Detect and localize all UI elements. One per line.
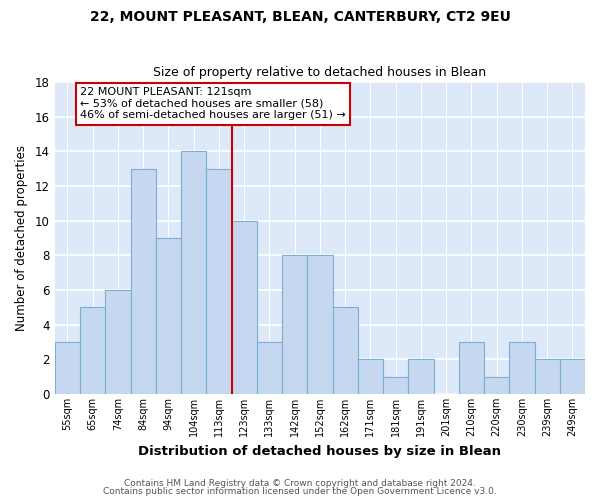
Bar	[282, 256, 307, 394]
Bar	[131, 168, 156, 394]
Bar	[383, 376, 408, 394]
Bar	[560, 360, 585, 394]
Bar	[459, 342, 484, 394]
X-axis label: Distribution of detached houses by size in Blean: Distribution of detached houses by size …	[139, 444, 502, 458]
Bar	[257, 342, 282, 394]
Text: Contains public sector information licensed under the Open Government Licence v3: Contains public sector information licen…	[103, 487, 497, 496]
Bar	[55, 342, 80, 394]
Text: 22 MOUNT PLEASANT: 121sqm
← 53% of detached houses are smaller (58)
46% of semi-: 22 MOUNT PLEASANT: 121sqm ← 53% of detac…	[80, 88, 346, 120]
Bar	[484, 376, 509, 394]
Text: 22, MOUNT PLEASANT, BLEAN, CANTERBURY, CT2 9EU: 22, MOUNT PLEASANT, BLEAN, CANTERBURY, C…	[89, 10, 511, 24]
Bar	[535, 360, 560, 394]
Bar	[156, 238, 181, 394]
Bar	[80, 308, 106, 394]
Title: Size of property relative to detached houses in Blean: Size of property relative to detached ho…	[154, 66, 487, 80]
Bar	[181, 152, 206, 394]
Y-axis label: Number of detached properties: Number of detached properties	[15, 145, 28, 331]
Bar	[509, 342, 535, 394]
Bar	[408, 360, 434, 394]
Bar	[106, 290, 131, 394]
Bar	[332, 308, 358, 394]
Bar	[307, 256, 332, 394]
Text: Contains HM Land Registry data © Crown copyright and database right 2024.: Contains HM Land Registry data © Crown c…	[124, 478, 476, 488]
Bar	[358, 360, 383, 394]
Bar	[232, 220, 257, 394]
Bar	[206, 168, 232, 394]
